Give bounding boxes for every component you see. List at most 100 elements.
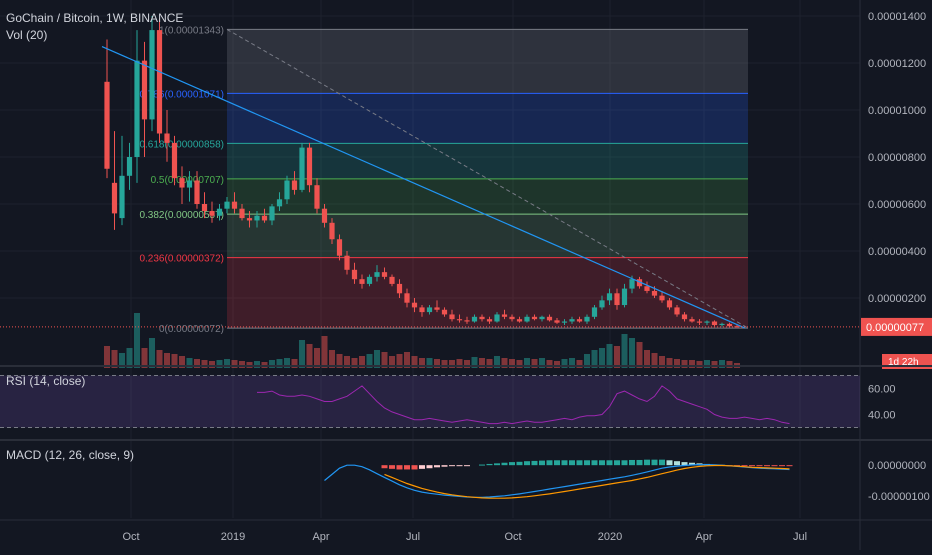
candle-body[interactable] [186, 180, 193, 188]
candle-body[interactable] [164, 133, 170, 143]
candle-body[interactable] [501, 314, 508, 317]
candle-body[interactable] [389, 276, 395, 284]
signal-line[interactable] [384, 464, 790, 499]
candle-body[interactable] [539, 316, 545, 320]
fib-diagonal[interactable] [226, 28, 749, 329]
candle-body[interactable] [719, 323, 725, 326]
candle-body[interactable] [374, 272, 380, 277]
candle-body[interactable] [321, 208, 328, 223]
candle-body[interactable] [344, 255, 350, 270]
macd-histogram-bar [494, 463, 500, 466]
candle-body[interactable] [351, 269, 358, 280]
candle-body[interactable] [561, 321, 568, 323]
candle-body[interactable] [471, 316, 478, 322]
candle-body[interactable] [711, 321, 718, 326]
volume-bar [591, 350, 598, 368]
candle-body[interactable] [546, 316, 553, 321]
candle-body[interactable] [531, 316, 538, 320]
candle-body[interactable] [254, 215, 260, 221]
candle-body[interactable] [554, 320, 560, 323]
candle-body[interactable] [381, 272, 388, 277]
candle-body[interactable] [404, 293, 410, 303]
candle-body[interactable] [606, 293, 613, 301]
candle-body[interactable] [494, 314, 500, 322]
candle-body[interactable] [111, 182, 118, 214]
candle-body[interactable] [651, 290, 658, 296]
candle-body[interactable] [419, 307, 425, 313]
volume-bar [479, 358, 485, 368]
candle-body[interactable] [179, 178, 185, 188]
candle-body[interactable] [614, 293, 620, 306]
candle-body[interactable] [599, 300, 605, 308]
candle-body[interactable] [464, 320, 470, 322]
candle-body[interactable] [486, 319, 493, 322]
candle-body[interactable] [659, 295, 665, 301]
candle-body[interactable] [569, 319, 575, 322]
rsi-line[interactable] [257, 385, 790, 425]
candle-body[interactable] [171, 142, 178, 179]
candle-body[interactable] [681, 314, 688, 320]
candle-body[interactable] [269, 206, 275, 221]
candle-body[interactable] [441, 309, 448, 315]
candle-body[interactable] [726, 323, 733, 327]
candle-body[interactable] [366, 276, 373, 284]
candle-body[interactable] [231, 201, 238, 209]
candle-body[interactable] [666, 300, 673, 308]
candle-body[interactable] [194, 180, 200, 205]
candle-body[interactable] [209, 211, 215, 216]
candle-body[interactable] [276, 199, 283, 207]
candle-body[interactable] [516, 319, 523, 322]
candle-body[interactable] [284, 180, 290, 200]
macd-histogram-bar [456, 465, 463, 467]
rsi-legend[interactable]: RSI (14, close) [6, 374, 86, 388]
candle-body[interactable] [689, 319, 695, 322]
candle-body[interactable] [119, 175, 125, 219]
candle-body[interactable] [479, 316, 485, 320]
candle-body[interactable] [411, 302, 418, 308]
candle-body[interactable] [246, 218, 253, 221]
volume-legend[interactable]: Vol (20) [6, 28, 48, 42]
macd-line[interactable] [324, 464, 790, 498]
candle-body[interactable] [314, 185, 320, 209]
candle-body[interactable] [216, 208, 223, 216]
candle-body[interactable] [201, 204, 208, 212]
candle-body[interactable] [134, 60, 140, 157]
candle-body[interactable] [621, 288, 628, 306]
candle-body[interactable] [524, 316, 530, 322]
macd-legend[interactable]: MACD (12, 26, close, 9) [6, 448, 135, 462]
candle-body[interactable] [224, 201, 230, 209]
volume-bar [299, 340, 305, 368]
candle-body[interactable] [584, 316, 590, 322]
candle-body[interactable] [306, 147, 313, 186]
candle-body[interactable] [434, 307, 440, 310]
candle-body[interactable] [359, 279, 365, 284]
candle-body[interactable] [141, 60, 148, 120]
candle-body[interactable] [696, 321, 703, 323]
trendline[interactable] [101, 46, 746, 329]
candle-body[interactable] [149, 30, 155, 120]
candle-body[interactable] [629, 279, 635, 289]
candle-body[interactable] [299, 147, 305, 190]
candle-body[interactable] [636, 279, 643, 287]
symbol-title[interactable]: GoChain / Bitcoin, 1W, BINANCE [6, 11, 184, 25]
candle-body[interactable] [126, 157, 133, 176]
candle-body[interactable] [426, 307, 433, 313]
candle-body[interactable] [104, 81, 110, 169]
candle-body[interactable] [396, 283, 403, 294]
candle-body[interactable] [509, 316, 515, 320]
candle-body[interactable] [456, 319, 463, 321]
candle-body[interactable] [336, 239, 343, 256]
candle-body[interactable] [674, 307, 680, 315]
candle-body[interactable] [156, 30, 163, 134]
candle-body[interactable] [704, 321, 710, 323]
candle-body[interactable] [591, 307, 598, 317]
candle-body[interactable] [291, 180, 298, 190]
candle-body[interactable] [329, 222, 335, 240]
candle-body[interactable] [449, 314, 455, 320]
candle-body[interactable] [734, 326, 740, 328]
candle-body[interactable] [261, 215, 268, 221]
candle-body[interactable] [576, 319, 583, 322]
candle-body[interactable] [644, 286, 650, 291]
candle-body[interactable] [239, 208, 245, 219]
